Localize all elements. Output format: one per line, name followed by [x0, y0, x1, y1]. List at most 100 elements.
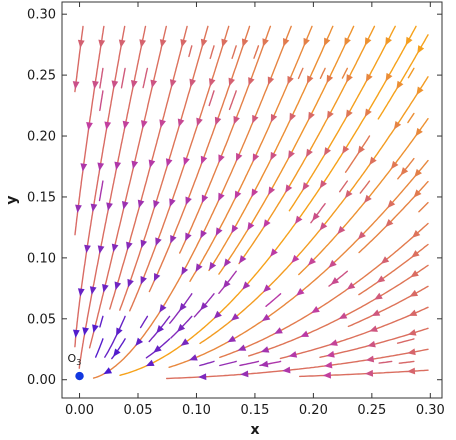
attractor-label-subscript: 3	[76, 358, 81, 367]
stream-arrowhead	[357, 231, 366, 240]
stream-arrowhead	[346, 282, 356, 290]
stream-arrowhead	[153, 345, 162, 353]
x-tick-label: 0.15	[240, 403, 269, 418]
stream-arrowhead	[308, 111, 315, 121]
stream-arrowhead	[324, 361, 333, 369]
stream-line	[74, 25, 105, 236]
stream-arrowhead	[155, 237, 162, 247]
stream-arrowhead	[200, 302, 208, 311]
stream-arrowhead	[415, 127, 423, 137]
stream-line	[396, 338, 415, 344]
stream-arrowhead	[177, 118, 185, 128]
stream-arrowhead	[367, 340, 376, 348]
stream-arrowhead	[98, 39, 106, 49]
stream-arrowhead	[291, 254, 300, 264]
stream-arrowhead	[153, 272, 161, 282]
stream-arrowhead	[86, 122, 93, 131]
stream-arrowhead	[92, 324, 99, 333]
attractor-dot	[75, 371, 84, 381]
stream-arrowhead	[303, 37, 310, 47]
x-tick-label: 0.30	[416, 403, 445, 418]
stream-line	[129, 25, 230, 312]
stream-arrowhead	[169, 79, 177, 88]
stream-arrowhead	[233, 115, 240, 125]
stream-arrowhead	[365, 355, 375, 363]
stream-line	[74, 25, 84, 93]
stream-arrowhead	[223, 258, 232, 268]
stream-arrowhead	[385, 219, 394, 228]
stream-arrowhead	[139, 39, 147, 48]
stream-arrowhead	[287, 75, 294, 85]
stream-arrowhead	[72, 81, 80, 90]
stream-line	[109, 25, 188, 310]
stream-arrowhead	[189, 78, 196, 88]
stream-arrowhead	[374, 292, 383, 300]
stream-line	[219, 360, 237, 367]
y-tick-label: 0.15	[27, 190, 56, 205]
stream-arrowhead	[307, 257, 317, 266]
stream-arrowhead	[396, 80, 404, 90]
stream-arrowhead	[376, 275, 386, 283]
stream-arrowhead	[231, 313, 240, 321]
stream-arrowhead	[208, 78, 216, 87]
stream-arrowhead	[221, 38, 228, 48]
stream-arrowhead	[405, 36, 413, 46]
stream-arrowhead	[241, 38, 249, 48]
stream-line	[99, 67, 104, 89]
stream-arrowhead	[113, 348, 121, 357]
stream-arrowhead	[263, 219, 271, 228]
stream-arrowhead	[409, 289, 419, 297]
stream-arrowhead	[200, 155, 208, 165]
stream-line	[378, 360, 393, 364]
stream-arrowhead	[259, 360, 269, 368]
stream-arrowhead	[201, 194, 209, 204]
stream-line	[231, 45, 237, 59]
stream-arrowhead	[183, 157, 190, 166]
stream-arrowhead	[344, 37, 351, 47]
stream-line	[398, 360, 415, 364]
stream-arrowhead	[122, 120, 130, 130]
stream-arrowhead	[240, 370, 249, 378]
stream-arrowhead	[270, 113, 278, 123]
stream-arrowhead	[345, 109, 353, 119]
stream-arrowhead	[319, 180, 327, 189]
stream-arrowhead	[344, 189, 353, 199]
stream-arrowhead	[218, 192, 225, 202]
stream-arrowhead	[307, 75, 314, 85]
stream-arrowhead	[393, 121, 402, 130]
stream-arrowhead	[408, 309, 418, 316]
stream-arrowhead	[185, 232, 192, 242]
stream-arrowhead	[150, 79, 158, 89]
stream-line	[288, 25, 396, 212]
stream-arrowhead	[380, 256, 390, 264]
stream-arrowhead	[338, 312, 348, 320]
stream-arrowhead	[179, 302, 187, 312]
x-tick-label: 0.10	[182, 403, 211, 418]
stream-arrowhead	[417, 45, 425, 54]
stream-arrowhead	[145, 359, 155, 367]
stream-arrowhead	[364, 108, 372, 118]
stream-arrowhead	[177, 323, 186, 332]
stream-arrowhead	[237, 344, 247, 351]
stream-line	[344, 135, 371, 173]
stream-arrowhead	[311, 306, 320, 314]
axes: 0.00 0.05 0.10 0.15 0.20 0.25 0.30 0.00 0.05 0.10…	[27, 2, 445, 418]
y-tick-label: 0.25	[27, 69, 56, 84]
stream-arrowhead	[82, 327, 90, 336]
stream-arrowhead	[236, 152, 243, 162]
stream-arrowhead	[407, 329, 417, 336]
stream-arrowhead	[302, 182, 310, 191]
stream-arrowhead	[92, 80, 99, 90]
stream-arrowhead	[390, 160, 399, 170]
y-tick-label: 0.20	[27, 130, 56, 145]
stream-line	[199, 360, 215, 367]
stream-line	[98, 180, 104, 202]
attractor-label-main: O	[68, 352, 77, 365]
stream-arrowhead	[89, 286, 97, 295]
stream-arrowhead	[234, 190, 242, 200]
x-tick-label: 0.05	[124, 403, 153, 418]
stream-line	[219, 222, 429, 359]
stream-arrowhead	[170, 234, 177, 244]
stream-arrowhead	[371, 309, 381, 316]
stream-line	[299, 369, 429, 378]
